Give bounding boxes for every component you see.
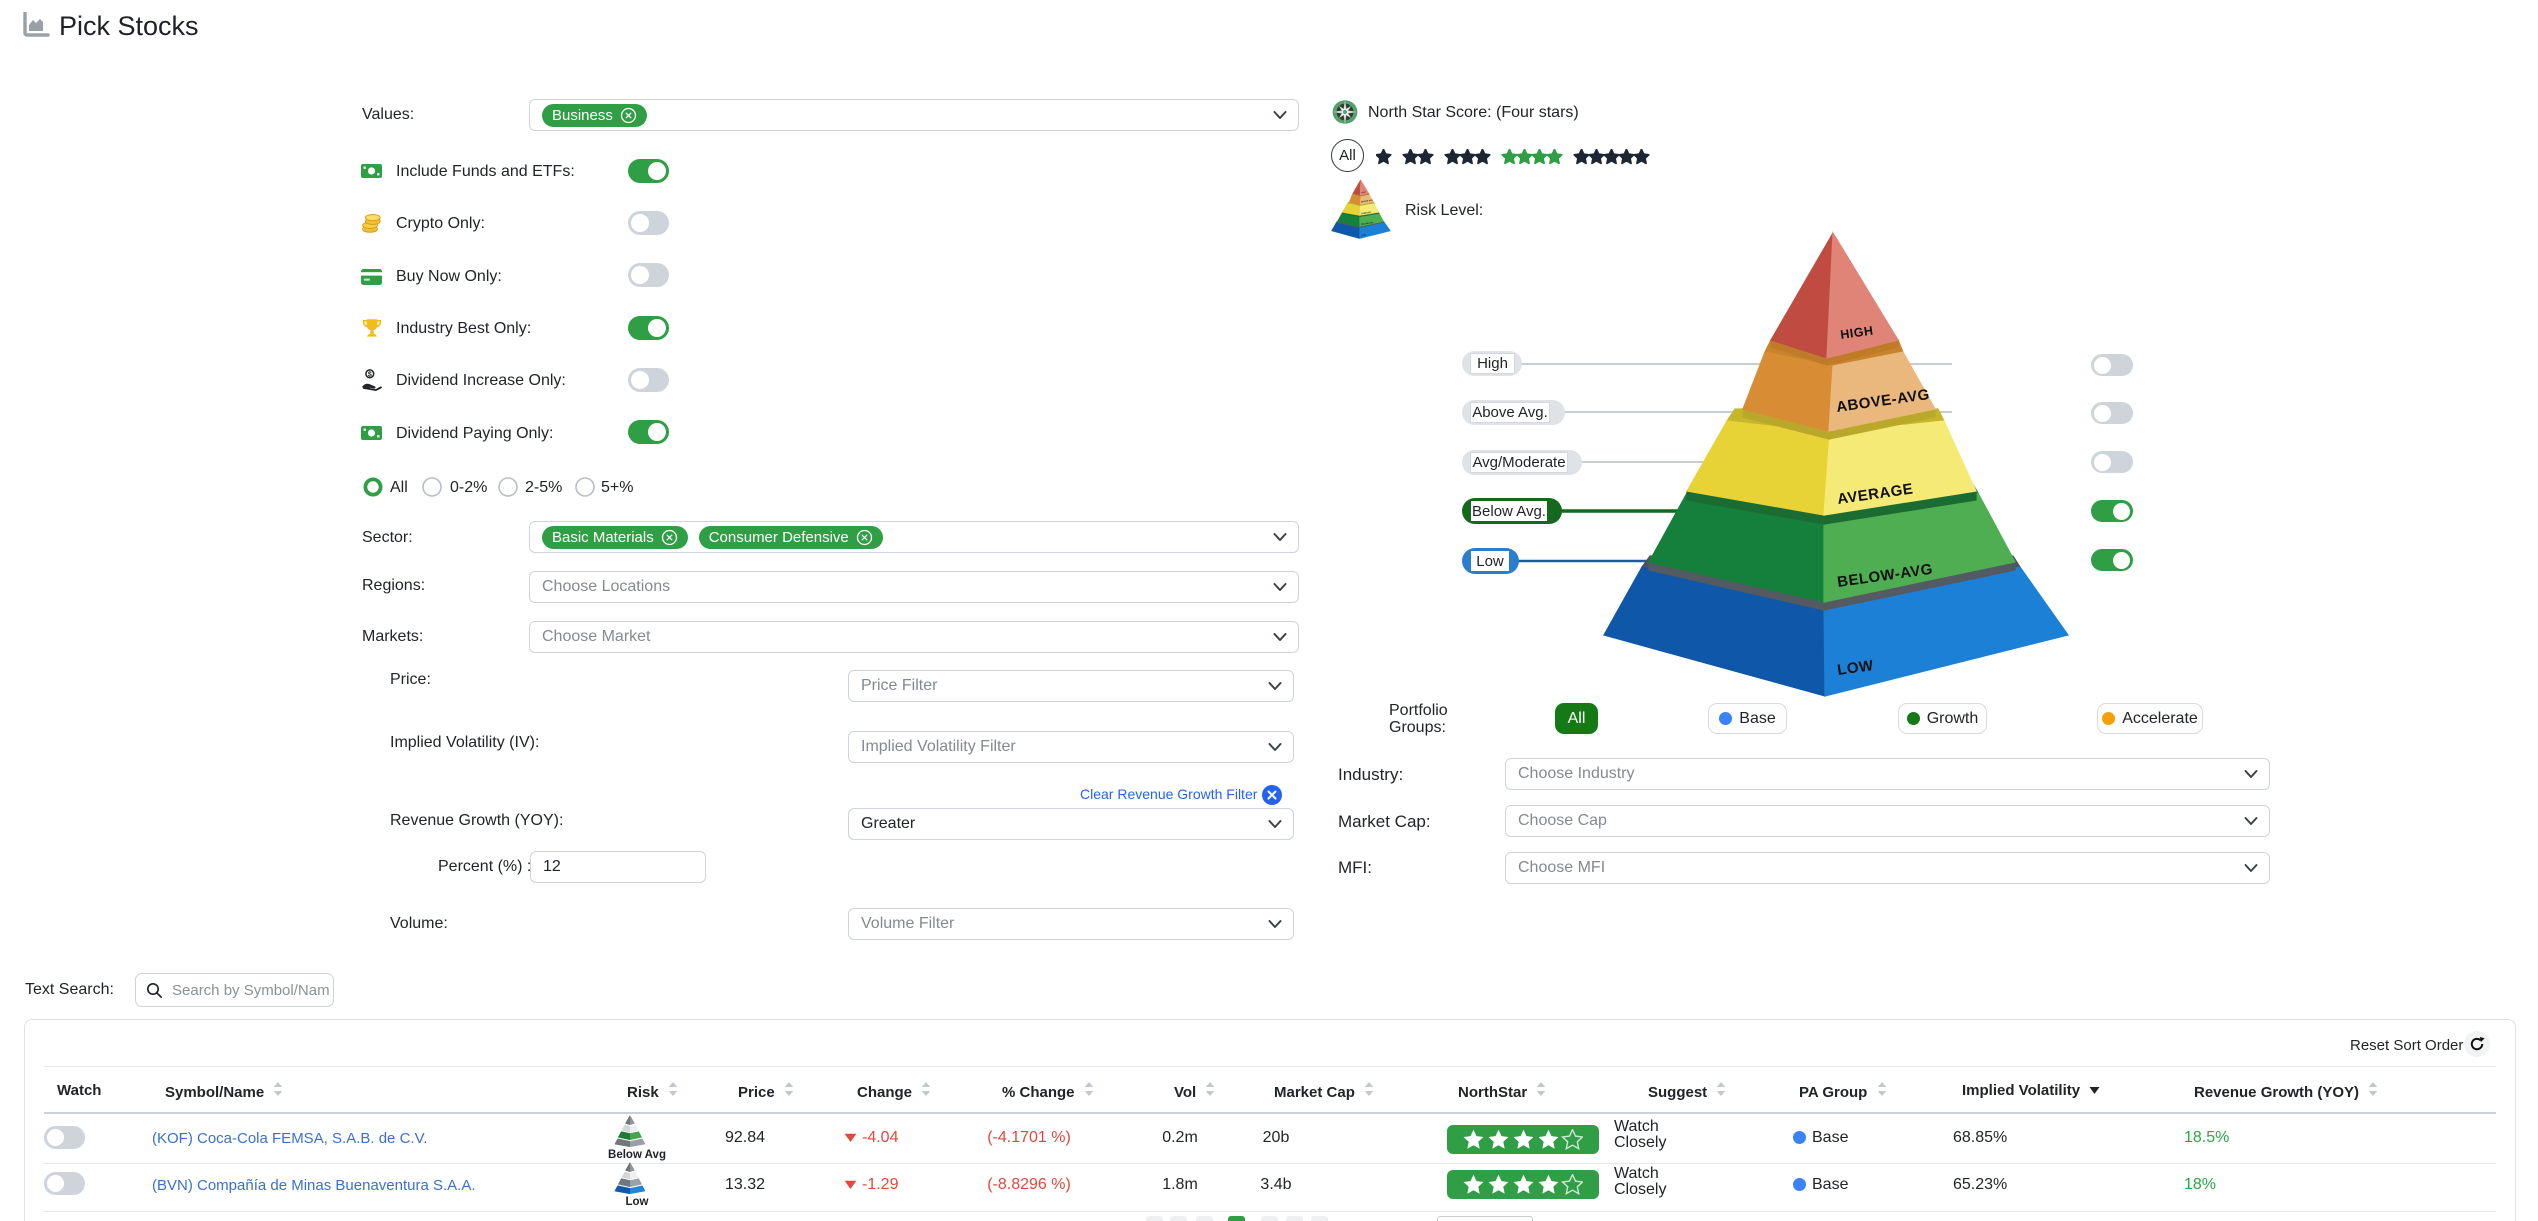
svg-text:$: $ [368,371,372,378]
svg-text:LOW: LOW [1836,657,1875,679]
svg-text:HIGH: HIGH [1839,323,1874,341]
